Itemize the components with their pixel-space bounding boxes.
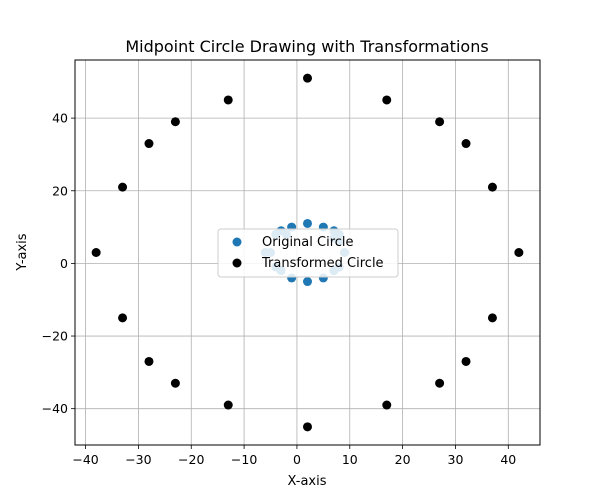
x-tick-label: 0 [293, 452, 301, 467]
data-point [514, 248, 524, 257]
data-point [487, 313, 497, 323]
data-point [223, 95, 233, 105]
x-tick-label: 20 [395, 452, 411, 467]
data-point [91, 248, 101, 257]
y-tick-label: 40 [52, 111, 68, 126]
chart-title: Midpoint Circle Drawing with Transformat… [125, 37, 488, 56]
data-point [118, 182, 128, 192]
x-tick-label: −30 [125, 452, 151, 467]
x-tick-label: −40 [72, 452, 98, 467]
data-point [170, 378, 180, 388]
data-point [461, 356, 471, 366]
x-tick-label: −20 [178, 452, 204, 467]
data-point [170, 117, 180, 127]
plot-frame [74, 59, 541, 446]
y-tick-label: 20 [52, 183, 68, 198]
data-point [461, 139, 471, 149]
y-tick-label: −20 [42, 329, 68, 344]
data-point [435, 378, 445, 388]
data-point [144, 356, 154, 366]
data-point [118, 313, 128, 323]
data-point [487, 182, 497, 192]
data-point [303, 277, 312, 287]
x-tick-label: 30 [448, 452, 464, 467]
legend: Original Circle Transformed Circle [217, 228, 399, 278]
legend-label-transformed: Transformed Circle [261, 256, 384, 271]
data-point [303, 422, 312, 432]
y-axis-label: Y-axis [15, 233, 30, 271]
data-point [223, 400, 233, 410]
data-point [382, 400, 392, 410]
x-tick-label: 40 [500, 452, 516, 467]
axis-ticks: −40 −30 −20 −10 0 10 20 30 40 −40 −20 0 20 40 [42, 111, 517, 467]
x-tick-label: 10 [342, 452, 358, 467]
legend-marker-transformed [232, 258, 242, 268]
series-transformed-circle [91, 73, 524, 432]
legend-marker-original [232, 237, 242, 247]
data-point [435, 117, 445, 127]
y-tick-label: 0 [60, 256, 68, 271]
x-axis-label: X-axis [288, 474, 327, 489]
data-point [382, 95, 392, 105]
x-tick-label: −10 [231, 452, 257, 467]
legend-box [217, 228, 399, 278]
data-point [303, 73, 312, 83]
y-tick-label: −40 [42, 401, 68, 416]
data-point [144, 139, 154, 149]
legend-label-original: Original Circle [262, 235, 354, 250]
data-point [303, 218, 312, 228]
